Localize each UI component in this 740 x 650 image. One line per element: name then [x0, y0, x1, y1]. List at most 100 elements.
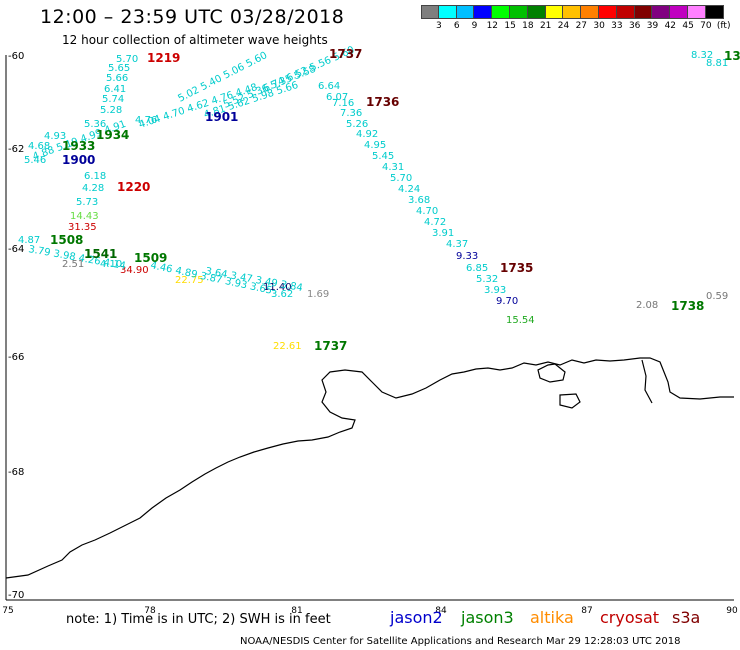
legend-label: 3	[436, 21, 442, 31]
mission-label-jason3: jason3	[461, 608, 514, 627]
swh-value: 5.45	[372, 151, 395, 162]
swh-value: 6.18	[84, 171, 107, 182]
legend-label: (ft)	[716, 21, 731, 31]
swh-value: 4.70	[416, 206, 439, 217]
swh-value: 4.92	[356, 129, 379, 140]
swh-value: 4.87	[18, 235, 41, 246]
pass-time-label: 1933	[62, 139, 96, 153]
legend-label: 27	[575, 21, 588, 31]
legend-label: 12	[486, 21, 499, 31]
swh-value: 2.51	[62, 259, 85, 270]
swh-value: 5.65	[108, 63, 131, 74]
mission-label-altika: altika	[530, 608, 574, 627]
swh-value: 1.69	[307, 289, 330, 300]
legend-label: 70	[700, 21, 712, 31]
map-frame	[5, 55, 734, 601]
lon-label: 84	[435, 606, 447, 616]
swh-value: 3.93	[484, 285, 507, 296]
lat-label: -68	[8, 467, 25, 478]
color-scale-legend	[421, 5, 724, 19]
coastline	[5, 357, 734, 579]
swh-value: 5.46	[24, 155, 47, 166]
credit-line: NOAA/NESDIS Center for Satellite Applica…	[240, 636, 681, 647]
lat-label: -70	[8, 590, 25, 601]
pass-time-label: 1735	[500, 261, 534, 275]
swh-value: 4.28	[82, 183, 105, 194]
lat-label: -62	[8, 144, 25, 155]
pass-time-label: 1736	[366, 95, 400, 109]
pass-time-label: 1934	[96, 128, 130, 142]
pass-time-label: 1901	[205, 110, 239, 124]
legend-swatch	[598, 5, 617, 19]
lat-label: -60	[8, 51, 25, 62]
pass-time-label: 1220	[117, 180, 151, 194]
swh-value: 11.40	[263, 282, 292, 293]
swh-value: 4.24	[398, 184, 421, 195]
swh-value: 6.85	[466, 263, 489, 274]
swh-value: 22.75	[175, 275, 204, 286]
legend-swatch	[527, 5, 546, 19]
legend-label: 15	[504, 21, 516, 31]
swh-value: 4.72	[424, 217, 447, 228]
swh-value: 4.31	[382, 162, 405, 173]
legend-label: 39	[646, 21, 659, 31]
swh-value: 5.66	[106, 73, 129, 84]
swh-value: 5.70	[390, 173, 413, 184]
legend-swatch	[670, 5, 688, 19]
pass-time-label: 1508	[50, 233, 84, 247]
swh-value: 5.28	[100, 105, 123, 116]
swh-value: 9.70	[496, 296, 519, 307]
legend-swatch	[563, 5, 582, 19]
swh-value: 4.95	[364, 140, 387, 151]
swh-value: 4.37	[446, 239, 469, 250]
swh-value: 15.54	[506, 315, 535, 326]
lat-label: -66	[8, 352, 25, 363]
lon-label: 90	[726, 606, 738, 616]
legend-label: 30	[593, 21, 605, 31]
lon-label: 87	[581, 606, 593, 616]
legend-label: 18	[522, 21, 534, 31]
legend-swatch	[705, 5, 724, 19]
legend-label: 42	[664, 21, 677, 31]
swh-value: 4.93	[44, 131, 67, 142]
swh-value: 22.61	[273, 341, 302, 352]
legend-swatch	[545, 5, 564, 19]
lon-label: 81	[291, 606, 303, 616]
lon-label: 75	[2, 606, 14, 616]
pass-time-label: 1541	[84, 247, 118, 261]
swh-value: 5.73	[76, 197, 99, 208]
pass-time-label: 1737	[329, 47, 363, 61]
legend-label: 21	[539, 21, 552, 31]
swh-value: 5.36	[84, 119, 107, 130]
swh-value: 4.76	[135, 115, 158, 126]
legend-swatch	[509, 5, 528, 19]
legend-swatch	[474, 5, 493, 19]
swh-value: 6.64	[318, 81, 341, 92]
swh-value: 5.70	[116, 54, 139, 65]
swh-value: 3.91	[432, 228, 455, 239]
legend-label: 9	[471, 21, 478, 31]
swh-value: 5.26	[346, 119, 369, 130]
page-title: 12:00 – 23:59 UTC 03/28/2018	[40, 6, 345, 28]
swh-value: 31.35	[68, 222, 97, 233]
lat-label: -64	[8, 244, 25, 255]
swh-value: 5.74	[102, 94, 125, 105]
legend-swatch	[438, 5, 457, 19]
legend-swatch	[616, 5, 635, 19]
legend-label: 24	[557, 21, 570, 31]
swh-value: 5.32	[476, 274, 499, 285]
legend-swatch	[456, 5, 475, 19]
pass-time-label: 1900	[62, 153, 96, 167]
legend-label: 6	[453, 21, 460, 31]
swh-value: 0.59	[706, 291, 729, 302]
swh-value: 2.08	[636, 300, 659, 311]
pass-time-label: 1509	[134, 251, 168, 265]
swh-value: 9.33	[456, 251, 479, 262]
pass-time-label: 1737	[314, 339, 348, 353]
pass-time-label: 1738	[671, 299, 705, 313]
lon-label: 78	[144, 606, 156, 616]
page-subtitle: 12 hour collection of altimeter wave hei…	[62, 33, 328, 47]
swh-value: 8.32	[691, 50, 714, 61]
